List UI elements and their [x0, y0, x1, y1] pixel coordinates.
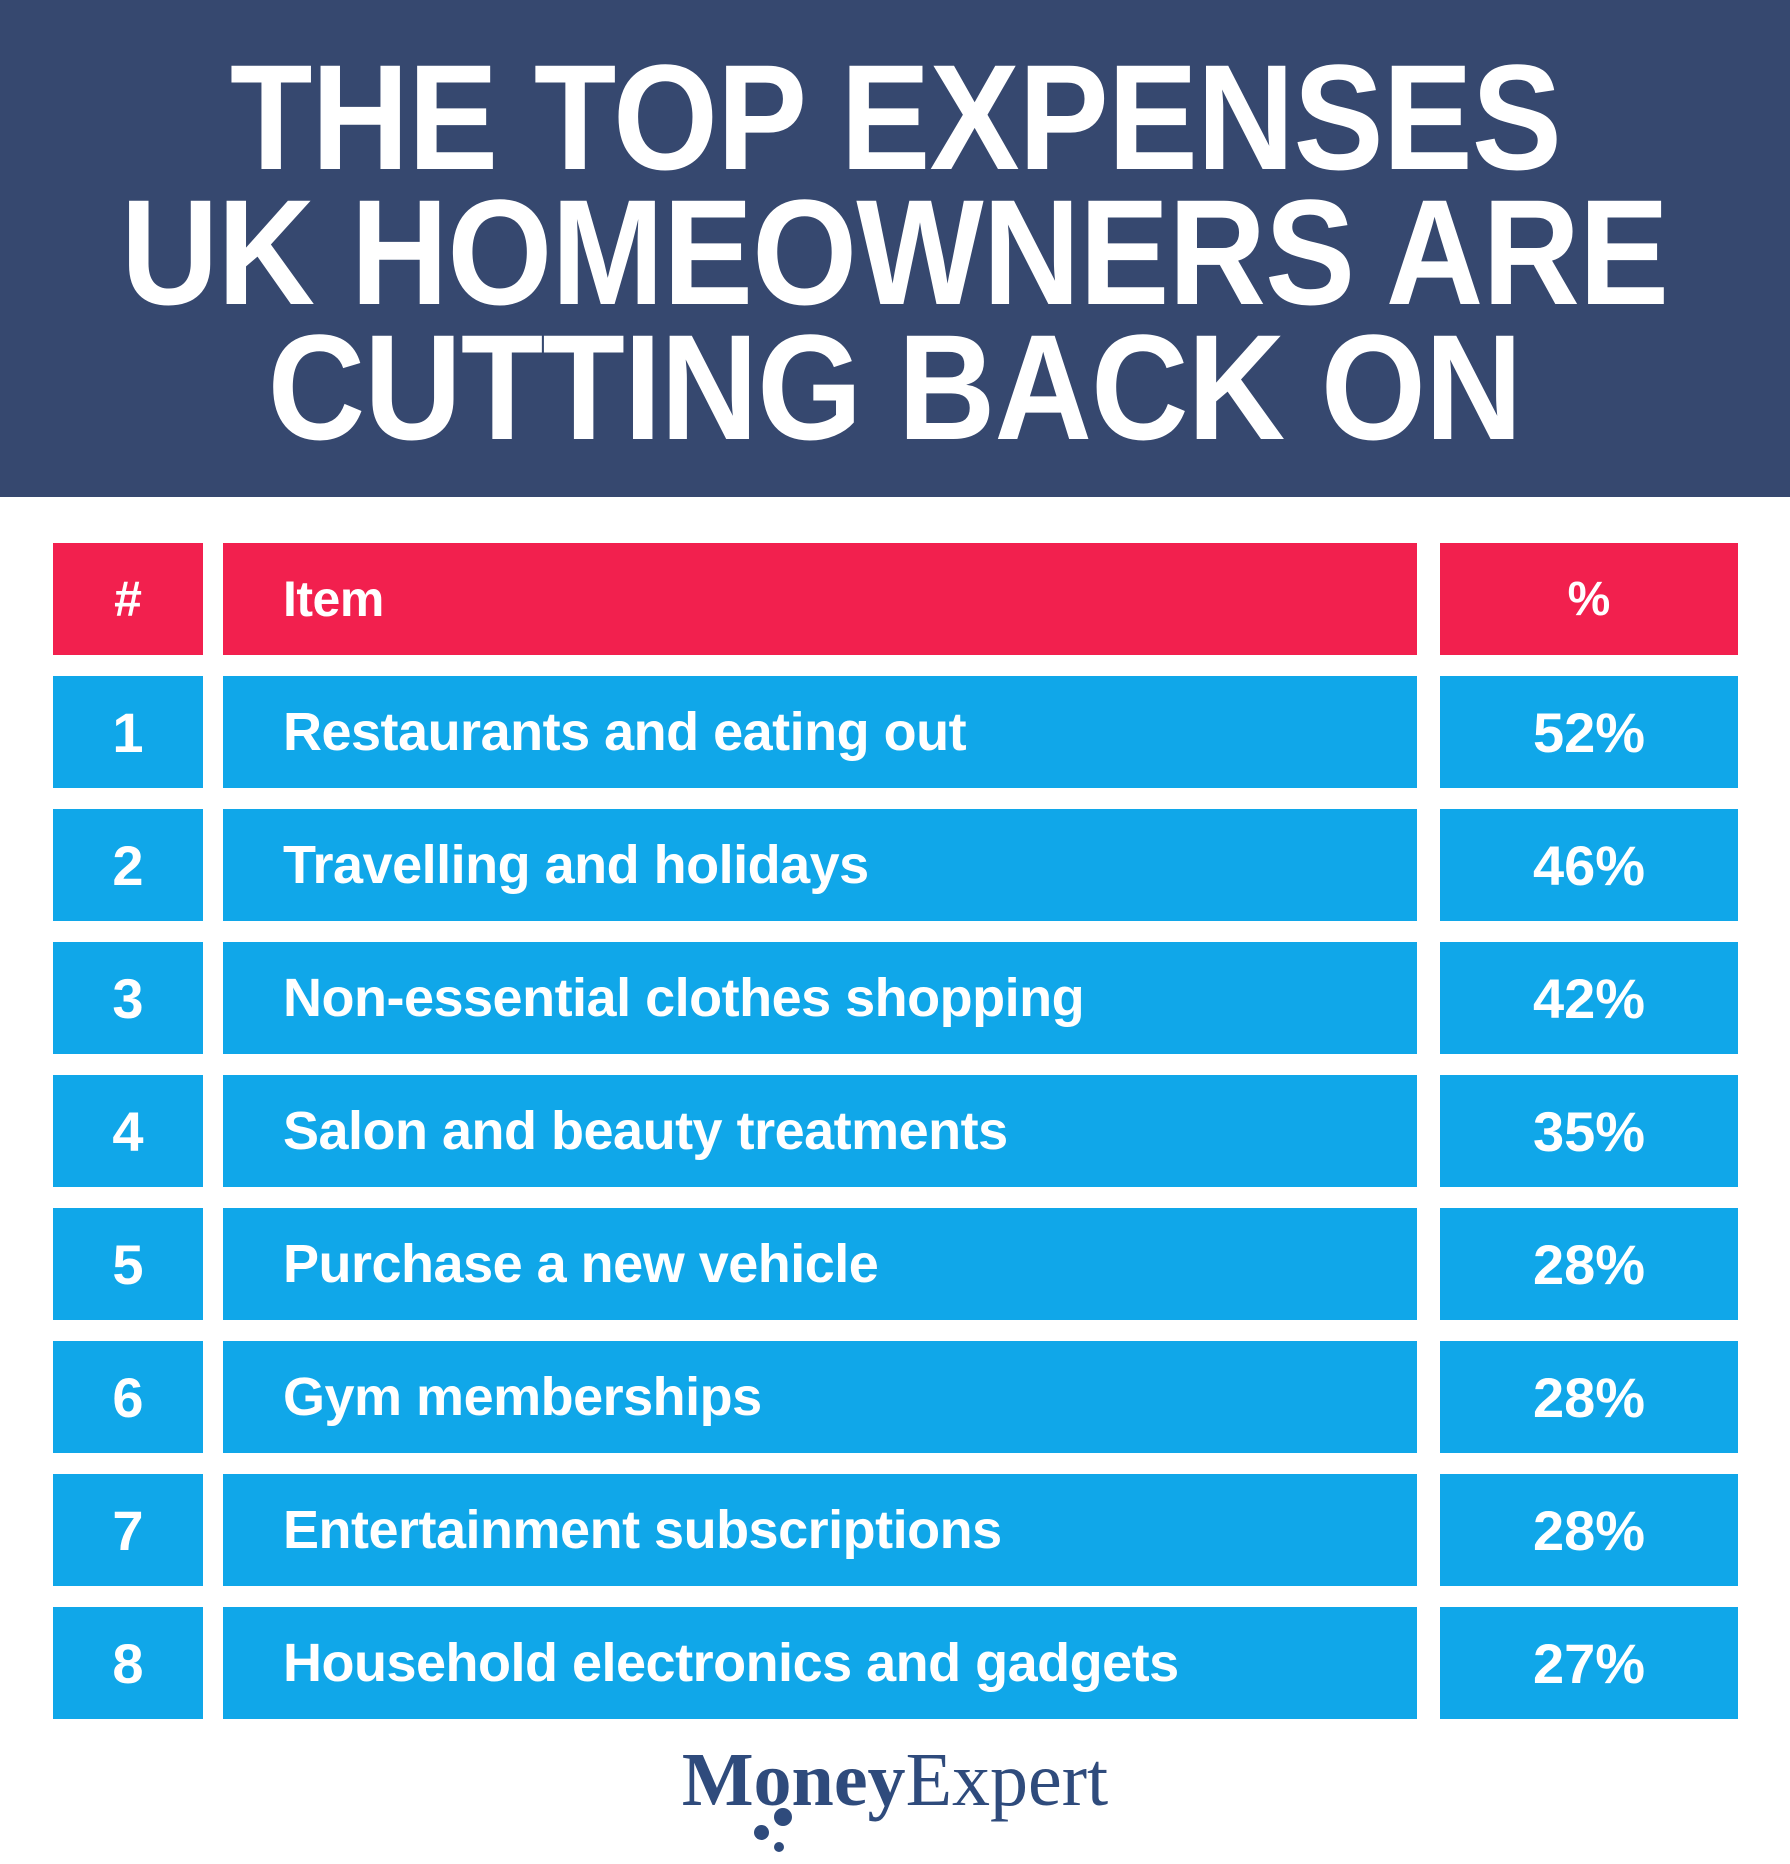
logo-dot-small-icon: [773, 1842, 784, 1852]
header-rank-cell: #: [53, 543, 203, 655]
item-cell: Purchase a new vehicle: [223, 1208, 1417, 1320]
percent-cell: 42%: [1440, 942, 1738, 1054]
logo-dot-large-icon: [773, 1808, 792, 1826]
percent-cell: 28%: [1440, 1474, 1738, 1586]
logo-expert-text: Expert: [905, 1738, 1109, 1822]
item-cell: Travelling and holidays: [223, 809, 1417, 921]
table-row: 2 Travelling and holidays 46%: [53, 809, 1738, 921]
item-cell: Restaurants and eating out: [223, 676, 1417, 788]
rank-cell: 3: [53, 942, 203, 1054]
percent-cell: 52%: [1440, 676, 1738, 788]
page-title-line-3: CUTTING BACK ON: [268, 303, 1523, 471]
percent-cell: 28%: [1440, 1341, 1738, 1453]
rank-cell: 2: [53, 809, 203, 921]
table-row: 6 Gym memberships 28%: [53, 1341, 1738, 1453]
table-row: 5 Purchase a new vehicle 28%: [53, 1208, 1738, 1320]
item-cell: Gym memberships: [223, 1341, 1417, 1453]
item-cell: Household electronics and gadgets: [223, 1607, 1417, 1719]
page-title-line-2: UK HOMEOWNERS ARE: [121, 168, 1669, 336]
footer: MoneyExpert: [0, 1742, 1790, 1852]
table-header-row: # Item %: [53, 543, 1738, 655]
rank-cell: 8: [53, 1607, 203, 1719]
table-row: 3 Non-essential clothes shopping 42%: [53, 942, 1738, 1054]
header-percent-cell: %: [1440, 543, 1738, 655]
item-cell: Non-essential clothes shopping: [223, 942, 1417, 1054]
item-cell: Entertainment subscriptions: [223, 1474, 1417, 1586]
table-row: 7 Entertainment subscriptions 28%: [53, 1474, 1738, 1586]
rank-cell: 6: [53, 1341, 203, 1453]
rank-cell: 5: [53, 1208, 203, 1320]
rank-cell: 1: [53, 676, 203, 788]
title-banner: THE TOP EXPENSES UK HOMEOWNERS ARE CUTTI…: [0, 0, 1790, 497]
logo-money-text: Money: [681, 1738, 906, 1822]
expenses-table: # Item % 1 Restaurants and eating out 52…: [0, 543, 1790, 1740]
percent-cell: 28%: [1440, 1208, 1738, 1320]
percent-cell: 46%: [1440, 809, 1738, 921]
table-row: 4 Salon and beauty treatments 35%: [53, 1075, 1738, 1187]
rank-cell: 7: [53, 1474, 203, 1586]
header-item-cell: Item: [223, 543, 1417, 655]
page-title-line-1: THE TOP EXPENSES: [229, 33, 1561, 201]
table-row: 8 Household electronics and gadgets 27%: [53, 1607, 1738, 1719]
percent-cell: 27%: [1440, 1607, 1738, 1719]
percent-cell: 35%: [1440, 1075, 1738, 1187]
logo-dot-medium-icon: [753, 1825, 769, 1840]
moneyexpert-logo: MoneyExpert: [682, 1742, 1108, 1852]
table-row: 1 Restaurants and eating out 52%: [53, 676, 1738, 788]
item-cell: Salon and beauty treatments: [223, 1075, 1417, 1187]
rank-cell: 4: [53, 1075, 203, 1187]
